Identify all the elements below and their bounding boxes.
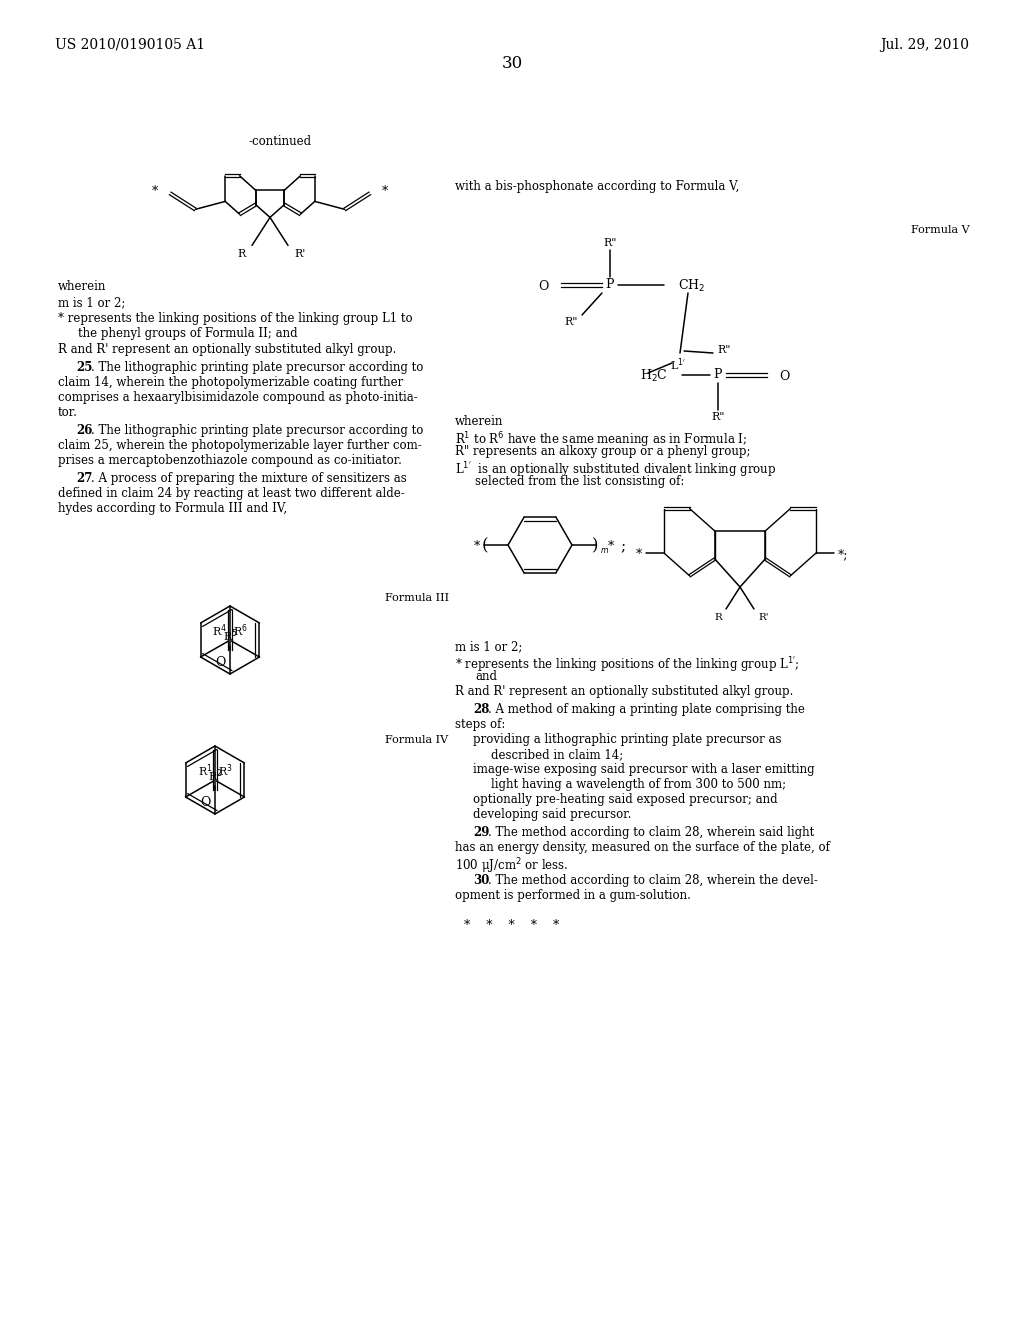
Text: ;: ;: [620, 540, 625, 554]
Text: . A process of preparing the mixture of sensitizers as: . A process of preparing the mixture of …: [91, 473, 407, 484]
Text: 30: 30: [473, 874, 489, 887]
Text: R": R": [717, 345, 730, 355]
Text: 28: 28: [473, 704, 489, 715]
Text: light having a wavelength of from 300 to 500 nm;: light having a wavelength of from 300 to…: [490, 777, 786, 791]
Text: described in claim 14;: described in claim 14;: [490, 748, 624, 762]
Text: P: P: [714, 368, 722, 381]
Text: claim 25, wherein the photopolymerizable layer further com-: claim 25, wherein the photopolymerizable…: [58, 440, 422, 451]
Text: 27: 27: [76, 473, 92, 484]
Text: the phenyl groups of Formula II; and: the phenyl groups of Formula II; and: [78, 327, 298, 341]
Text: L$^{1'}$  is an optionally substituted divalent linking group: L$^{1'}$ is an optionally substituted di…: [455, 459, 776, 479]
Text: R$^5$: R$^5$: [222, 627, 238, 644]
Text: developing said precursor.: developing said precursor.: [473, 808, 632, 821]
Text: hydes according to Formula III and IV,: hydes according to Formula III and IV,: [58, 502, 287, 515]
Text: optionally pre-heating said exposed precursor; and: optionally pre-heating said exposed prec…: [473, 793, 777, 807]
Text: claim 14, wherein the photopolymerizable coating further: claim 14, wherein the photopolymerizable…: [58, 376, 403, 389]
Text: R$^3$: R$^3$: [217, 763, 232, 779]
Text: opment is performed in a gum-solution.: opment is performed in a gum-solution.: [455, 888, 691, 902]
Text: m is 1 or 2;: m is 1 or 2;: [58, 296, 125, 309]
Text: R" represents an alkoxy group or a phenyl group;: R" represents an alkoxy group or a pheny…: [455, 445, 751, 458]
Text: *: *: [152, 185, 158, 198]
Text: *: *: [608, 540, 614, 553]
Text: image-wise exposing said precursor with a laser emitting: image-wise exposing said precursor with …: [473, 763, 815, 776]
Text: O: O: [779, 370, 790, 383]
Text: R": R": [712, 412, 725, 422]
Text: L$^{1'}$: L$^{1'}$: [670, 356, 686, 374]
Text: m is 1 or 2;: m is 1 or 2;: [455, 640, 522, 653]
Text: Jul. 29, 2010: Jul. 29, 2010: [880, 38, 969, 51]
Text: R$^2$: R$^2$: [208, 767, 222, 784]
Text: (: (: [481, 537, 488, 554]
Text: tor.: tor.: [58, 407, 78, 418]
Text: . The lithographic printing plate precursor according to: . The lithographic printing plate precur…: [91, 360, 423, 374]
Text: 30: 30: [502, 55, 522, 73]
Text: wherein: wherein: [455, 414, 504, 428]
Text: R": R": [564, 317, 578, 327]
Text: R": R": [603, 238, 616, 248]
Text: -continued: -continued: [249, 135, 311, 148]
Text: *: *: [474, 540, 480, 553]
Text: CH$_2$: CH$_2$: [678, 279, 706, 294]
Text: *;: *;: [838, 548, 848, 561]
Text: R and R' represent an optionally substituted alkyl group.: R and R' represent an optionally substit…: [58, 343, 396, 356]
Text: P: P: [606, 279, 614, 292]
Text: . The method according to claim 28, wherein said light: . The method according to claim 28, wher…: [488, 826, 814, 840]
Text: steps of:: steps of:: [455, 718, 506, 731]
Text: $_m$: $_m$: [600, 546, 609, 556]
Text: defined in claim 24 by reacting at least two different alde-: defined in claim 24 by reacting at least…: [58, 487, 404, 500]
Text: ): ): [592, 537, 598, 554]
Text: R$^1$: R$^1$: [198, 763, 212, 779]
Text: has an energy density, measured on the surface of the plate, of: has an energy density, measured on the s…: [455, 841, 829, 854]
Text: 29: 29: [473, 826, 489, 840]
Text: prises a mercaptobenzothiazole compound as co-initiator.: prises a mercaptobenzothiazole compound …: [58, 454, 401, 467]
Text: 26: 26: [76, 424, 92, 437]
Text: R$^4$: R$^4$: [212, 623, 227, 639]
Text: comprises a hexaarylbisimidazole compound as photo-initia-: comprises a hexaarylbisimidazole compoun…: [58, 391, 418, 404]
Text: R$^1$ to R$^6$ have the same meaning as in Formula I;: R$^1$ to R$^6$ have the same meaning as …: [455, 430, 748, 450]
Text: R': R': [758, 612, 768, 622]
Text: *    *    *    *    *: * * * * *: [464, 919, 560, 932]
Text: Formula V: Formula V: [911, 224, 970, 235]
Text: 25: 25: [76, 360, 92, 374]
Text: with a bis-phosphonate according to Formula V,: with a bis-phosphonate according to Form…: [455, 180, 739, 193]
Text: R': R': [294, 249, 305, 260]
Text: . The lithographic printing plate precursor according to: . The lithographic printing plate precur…: [91, 424, 423, 437]
Text: O: O: [201, 796, 211, 809]
Text: Formula III: Formula III: [385, 593, 450, 603]
Text: R and R' represent an optionally substituted alkyl group.: R and R' represent an optionally substit…: [455, 685, 794, 698]
Text: . A method of making a printing plate comprising the: . A method of making a printing plate co…: [488, 704, 805, 715]
Text: O: O: [216, 656, 226, 669]
Text: R: R: [715, 612, 722, 622]
Text: O: O: [539, 280, 549, 293]
Text: Formula IV: Formula IV: [385, 735, 449, 744]
Text: and: and: [475, 671, 497, 682]
Text: *: *: [382, 185, 388, 198]
Text: R$^6$: R$^6$: [232, 623, 248, 639]
Text: R: R: [238, 249, 246, 260]
Text: selected from the list consisting of:: selected from the list consisting of:: [475, 475, 684, 488]
Text: *: *: [636, 548, 642, 561]
Text: * represents the linking positions of the linking group L$^{1'}$;: * represents the linking positions of th…: [455, 655, 800, 675]
Text: wherein: wherein: [58, 280, 106, 293]
Text: . The method according to claim 28, wherein the devel-: . The method according to claim 28, wher…: [488, 874, 818, 887]
Text: providing a lithographic printing plate precursor as: providing a lithographic printing plate …: [473, 733, 781, 746]
Text: H$_2$C: H$_2$C: [640, 368, 668, 384]
Text: * represents the linking positions of the linking group L1 to: * represents the linking positions of th…: [58, 312, 413, 325]
Text: US 2010/0190105 A1: US 2010/0190105 A1: [55, 38, 205, 51]
Text: 100 μJ/cm$^2$ or less.: 100 μJ/cm$^2$ or less.: [455, 855, 568, 875]
